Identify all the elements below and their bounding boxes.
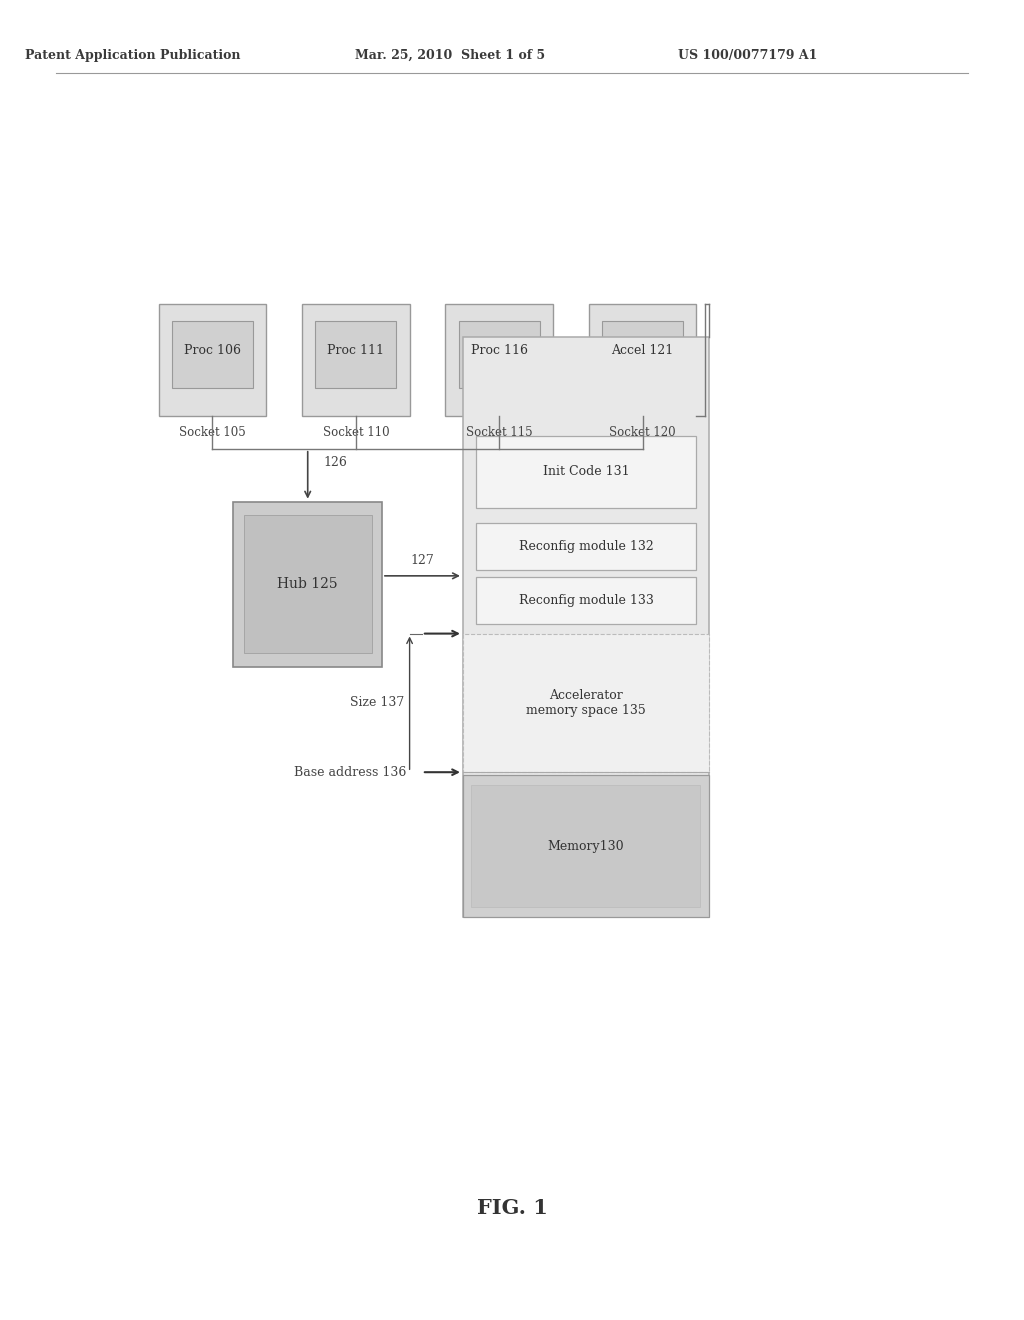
Bar	[459, 321, 540, 388]
Text: Proc 116: Proc 116	[471, 345, 527, 358]
Bar	[463, 634, 709, 772]
Text: Proc 111: Proc 111	[328, 345, 384, 358]
Text: Socket 120: Socket 120	[609, 426, 676, 440]
Text: Socket 105: Socket 105	[179, 426, 246, 440]
Bar	[471, 785, 700, 907]
Text: 126: 126	[324, 455, 347, 469]
Text: Socket 110: Socket 110	[323, 426, 389, 440]
Bar	[315, 321, 396, 388]
Bar	[244, 515, 372, 653]
Text: Hub 125: Hub 125	[278, 577, 338, 591]
Text: US 100/0077179 A1: US 100/0077179 A1	[678, 49, 817, 62]
Bar	[463, 337, 709, 917]
Text: 127: 127	[411, 553, 434, 566]
Bar	[302, 304, 410, 416]
Text: Base address 136: Base address 136	[294, 766, 407, 779]
Text: Reconfig module 133: Reconfig module 133	[519, 594, 653, 607]
Text: Reconfig module 132: Reconfig module 132	[519, 540, 653, 553]
Text: Accel 121: Accel 121	[611, 345, 674, 358]
Text: Size 137: Size 137	[350, 697, 404, 709]
Text: Proc 106: Proc 106	[184, 345, 241, 358]
Text: Init Code 131: Init Code 131	[543, 466, 630, 478]
Bar	[602, 321, 683, 388]
Bar	[445, 304, 553, 416]
Bar	[589, 304, 696, 416]
Text: Mar. 25, 2010  Sheet 1 of 5: Mar. 25, 2010 Sheet 1 of 5	[355, 49, 546, 62]
Text: Accelerator
memory space 135: Accelerator memory space 135	[526, 689, 645, 717]
Bar	[476, 577, 696, 624]
Bar	[172, 321, 253, 388]
Bar	[159, 304, 266, 416]
Bar	[476, 523, 696, 570]
Text: Socket 115: Socket 115	[466, 426, 532, 440]
Bar	[463, 775, 709, 917]
Bar	[233, 502, 382, 667]
Bar	[476, 436, 696, 508]
Text: FIG. 1: FIG. 1	[476, 1197, 548, 1218]
Text: Patent Application Publication: Patent Application Publication	[26, 49, 241, 62]
Text: Memory130: Memory130	[548, 840, 624, 853]
